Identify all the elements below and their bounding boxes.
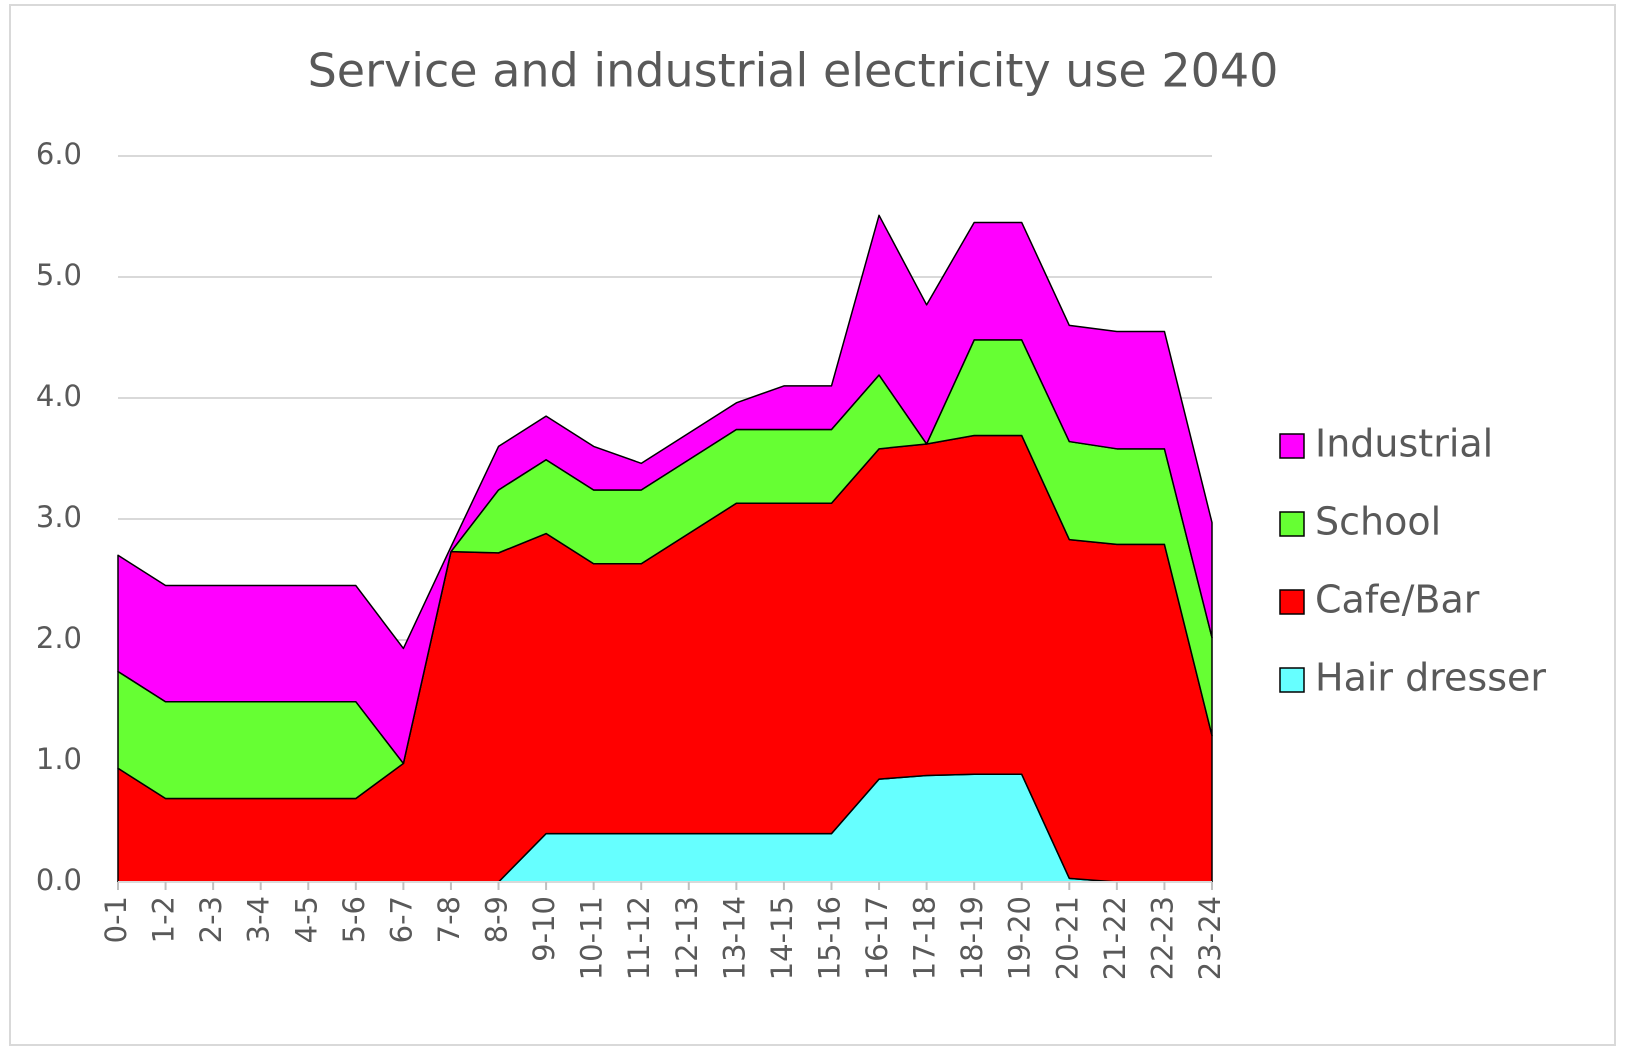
x-tick-label: 15-16 [812,896,846,980]
legend-swatch [1279,433,1305,459]
x-tick-label: 1-2 [147,896,181,943]
legend-swatch [1279,589,1305,615]
x-tick-label: 19-20 [1003,896,1037,980]
x-tick-label: 14-15 [765,896,799,980]
y-tick-label: 4.0 [36,379,82,413]
y-tick-label: 2.0 [36,621,82,655]
x-tick-label: 17-18 [908,896,942,980]
y-tick-label: 3.0 [36,500,82,534]
y-tick-label: 1.0 [36,742,82,776]
x-tick-label: 16-17 [860,896,894,980]
legend-label: Hair dresser [1315,656,1546,700]
x-tick-label: 6-7 [384,896,418,943]
legend-swatch [1279,667,1305,693]
x-tick-label: 11-12 [622,896,656,980]
x-tick-label: 9-10 [527,896,561,962]
x-tick-label: 4-5 [289,896,323,943]
x-tick-label: 20-21 [1050,896,1084,980]
x-tick-label: 3-4 [242,896,276,943]
x-tick-label: 10-11 [575,896,609,980]
x-tick-label: 22-23 [1145,896,1179,980]
x-tick-label: 21-22 [1098,896,1132,980]
x-tick-label: 13-14 [717,896,751,980]
legend-label: School [1315,500,1441,544]
x-tick-label: 18-19 [955,896,989,980]
chart-title: Service and industrial electricity use 2… [308,44,1279,98]
x-tick-label: 8-9 [480,896,514,943]
x-tick-label: 5-6 [337,896,371,943]
legend-label: Cafe/Bar [1315,578,1480,622]
x-tick-label: 7-8 [432,896,466,943]
x-tick-label: 2-3 [194,896,228,943]
x-tick-label: 12-13 [670,896,704,980]
legend-swatch [1279,511,1305,537]
x-tick-label: 0-1 [99,896,133,943]
area [117,214,1213,765]
y-tick-label: 0.0 [36,863,82,897]
legend-label: Industrial [1315,422,1493,466]
y-tick-label: 5.0 [36,258,82,292]
y-tick-label: 6.0 [36,137,82,171]
x-tick-label: 23-24 [1193,896,1227,980]
